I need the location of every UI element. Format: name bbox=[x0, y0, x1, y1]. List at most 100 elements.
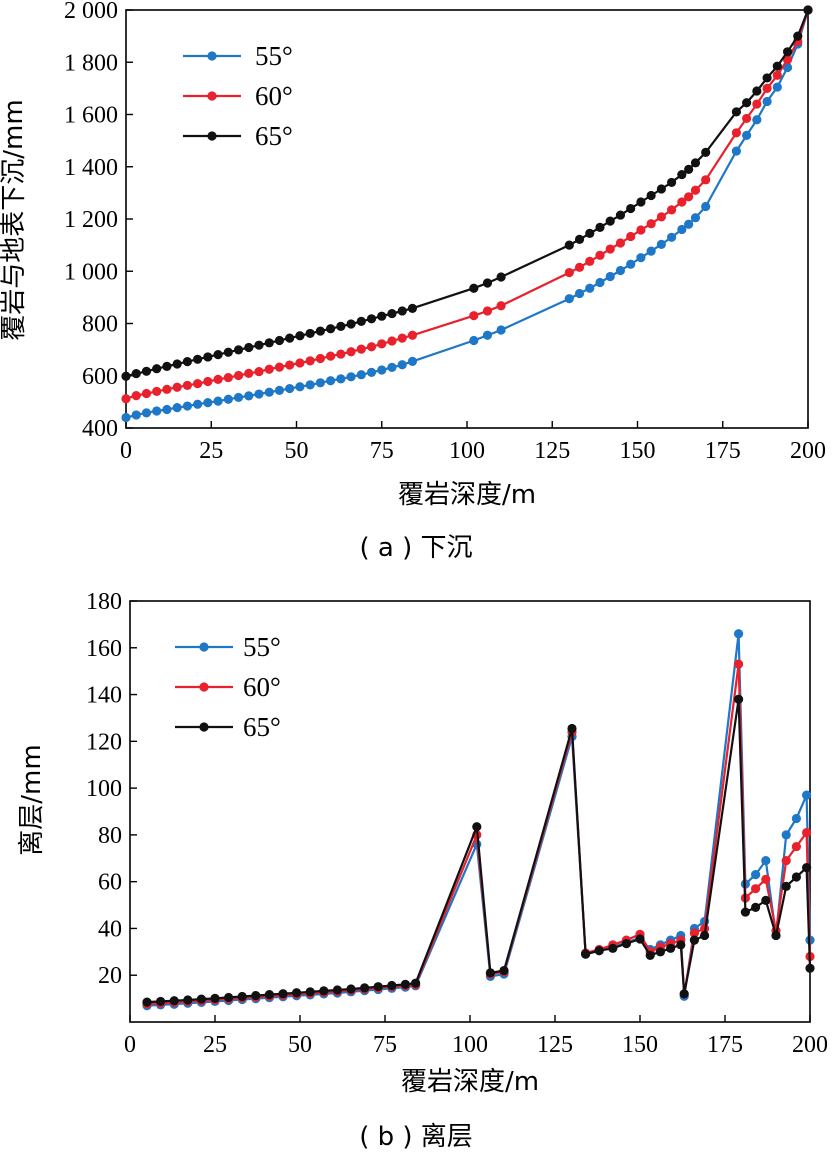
data-point bbox=[677, 169, 687, 180]
data-point bbox=[142, 997, 152, 1007]
data-point bbox=[626, 231, 636, 242]
data-point bbox=[152, 406, 162, 416]
data-point bbox=[131, 369, 141, 379]
data-point bbox=[336, 349, 346, 359]
data-point bbox=[762, 83, 772, 93]
data-point bbox=[655, 947, 666, 957]
x-tick-label: 75 bbox=[370, 438, 394, 464]
data-point bbox=[131, 410, 141, 420]
legend-marker bbox=[207, 131, 217, 141]
y-tick-label: 40 bbox=[98, 916, 122, 942]
data-point bbox=[223, 372, 233, 383]
data-point bbox=[772, 70, 782, 80]
data-point bbox=[274, 385, 285, 395]
data-point bbox=[482, 278, 493, 288]
data-point bbox=[131, 391, 141, 401]
data-point bbox=[152, 364, 162, 374]
x-tick-label: 200 bbox=[790, 438, 826, 464]
data-point bbox=[223, 394, 233, 404]
data-point bbox=[305, 356, 315, 366]
data-point bbox=[689, 928, 700, 938]
data-point bbox=[752, 99, 762, 109]
y-tick-label: 100 bbox=[86, 776, 122, 802]
legend-marker bbox=[207, 91, 217, 101]
x-tick-label: 0 bbox=[124, 1032, 136, 1058]
data-point bbox=[319, 986, 329, 996]
x-tick-label: 175 bbox=[705, 438, 741, 464]
data-point bbox=[156, 996, 166, 1007]
data-point bbox=[595, 222, 605, 232]
y-tick-label: 1 000 bbox=[64, 259, 118, 285]
legend-label: 55° bbox=[243, 632, 281, 662]
legend-entry: 55° bbox=[175, 632, 281, 662]
data-point bbox=[585, 283, 595, 293]
x-tick-label: 75 bbox=[373, 1032, 397, 1058]
data-point bbox=[574, 262, 585, 272]
data-point bbox=[615, 210, 626, 220]
y-tick-label: 80 bbox=[98, 823, 122, 849]
legend-label: 65° bbox=[243, 712, 281, 742]
data-point bbox=[213, 349, 223, 360]
data-point bbox=[315, 353, 325, 364]
chart-subsidence: 0 25 50 75 100 125 150 175 200 400 600 800 1 000 1 20… bbox=[0, 0, 826, 563]
data-point bbox=[752, 115, 762, 125]
data-point bbox=[656, 212, 666, 222]
data-point bbox=[496, 301, 506, 311]
legend-entry: 65° bbox=[183, 121, 293, 151]
data-point bbox=[751, 902, 761, 912]
data-point bbox=[751, 870, 761, 880]
legend-entry: 60° bbox=[175, 672, 281, 702]
data-point bbox=[646, 246, 656, 256]
data-point bbox=[771, 930, 781, 941]
data-point bbox=[690, 158, 701, 168]
data-point bbox=[761, 856, 771, 866]
series-line bbox=[125, 9, 810, 378]
y-tick-label: 160 bbox=[86, 636, 122, 662]
data-point bbox=[244, 342, 254, 353]
data-point bbox=[264, 387, 274, 397]
legend-entry: 55° bbox=[183, 41, 293, 71]
data-point bbox=[666, 943, 676, 953]
data-point bbox=[734, 694, 744, 704]
data-point bbox=[213, 396, 223, 406]
data-point bbox=[656, 184, 666, 194]
data-point bbox=[585, 256, 595, 266]
y-axis-title: 覆岩与地表下沉/mm bbox=[0, 99, 29, 340]
data-point bbox=[224, 992, 234, 1003]
x-tick-label: 150 bbox=[620, 438, 656, 464]
data-point bbox=[254, 389, 264, 399]
data-point bbox=[621, 939, 632, 949]
legend-marker bbox=[199, 642, 209, 652]
data-point bbox=[356, 370, 366, 380]
figure-caption: ( b ) 离层 bbox=[359, 1122, 473, 1152]
legend-marker bbox=[199, 722, 209, 732]
data-point bbox=[213, 374, 223, 385]
x-tick-label: 0 bbox=[120, 438, 132, 464]
data-point bbox=[581, 949, 591, 959]
y-tick-label: 60 bbox=[98, 870, 122, 896]
data-point bbox=[366, 314, 377, 324]
y-tick-label: 180 bbox=[86, 589, 122, 615]
data-point bbox=[172, 382, 182, 392]
data-point bbox=[360, 983, 370, 993]
data-point bbox=[172, 359, 182, 369]
data-point bbox=[482, 306, 493, 316]
data-point bbox=[141, 408, 152, 418]
x-tick-label: 100 bbox=[449, 438, 485, 464]
data-point bbox=[700, 930, 710, 941]
data-point bbox=[183, 995, 193, 1005]
data-point bbox=[805, 963, 815, 973]
data-point bbox=[251, 990, 261, 1001]
data-point bbox=[690, 185, 701, 195]
data-point bbox=[496, 325, 506, 335]
data-point bbox=[346, 319, 356, 329]
data-point bbox=[667, 232, 677, 242]
data-point bbox=[605, 244, 615, 254]
x-tick-label: 175 bbox=[707, 1032, 743, 1058]
data-point bbox=[233, 345, 244, 355]
data-point bbox=[295, 331, 305, 341]
data-point bbox=[193, 399, 203, 409]
series-line bbox=[146, 699, 812, 1004]
legend-label: 60° bbox=[243, 672, 281, 702]
data-point bbox=[781, 881, 791, 891]
